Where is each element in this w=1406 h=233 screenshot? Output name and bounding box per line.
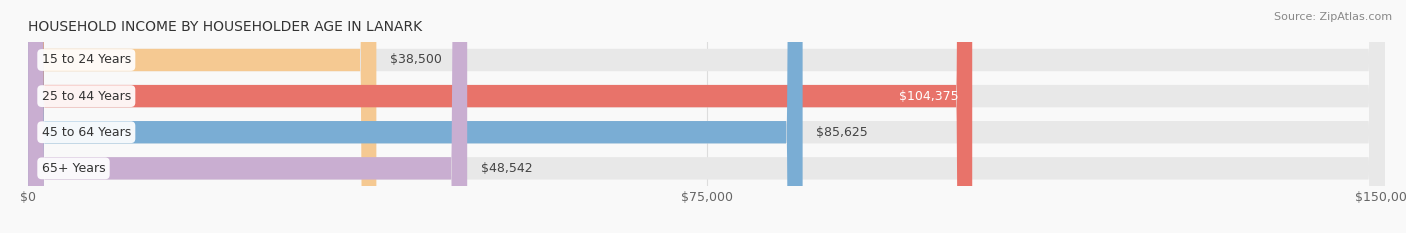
- FancyBboxPatch shape: [28, 0, 1385, 233]
- Text: 15 to 24 Years: 15 to 24 Years: [42, 54, 131, 66]
- Text: $48,542: $48,542: [481, 162, 533, 175]
- FancyBboxPatch shape: [28, 0, 972, 233]
- FancyBboxPatch shape: [28, 0, 1385, 233]
- Text: $38,500: $38,500: [389, 54, 441, 66]
- Text: 65+ Years: 65+ Years: [42, 162, 105, 175]
- Text: 25 to 44 Years: 25 to 44 Years: [42, 90, 131, 103]
- Text: HOUSEHOLD INCOME BY HOUSEHOLDER AGE IN LANARK: HOUSEHOLD INCOME BY HOUSEHOLDER AGE IN L…: [28, 20, 422, 34]
- FancyBboxPatch shape: [28, 0, 1385, 233]
- Text: $85,625: $85,625: [817, 126, 868, 139]
- FancyBboxPatch shape: [28, 0, 467, 233]
- FancyBboxPatch shape: [28, 0, 1385, 233]
- FancyBboxPatch shape: [28, 0, 377, 233]
- Text: $104,375: $104,375: [898, 90, 959, 103]
- FancyBboxPatch shape: [28, 0, 803, 233]
- Text: 45 to 64 Years: 45 to 64 Years: [42, 126, 131, 139]
- Text: Source: ZipAtlas.com: Source: ZipAtlas.com: [1274, 12, 1392, 22]
